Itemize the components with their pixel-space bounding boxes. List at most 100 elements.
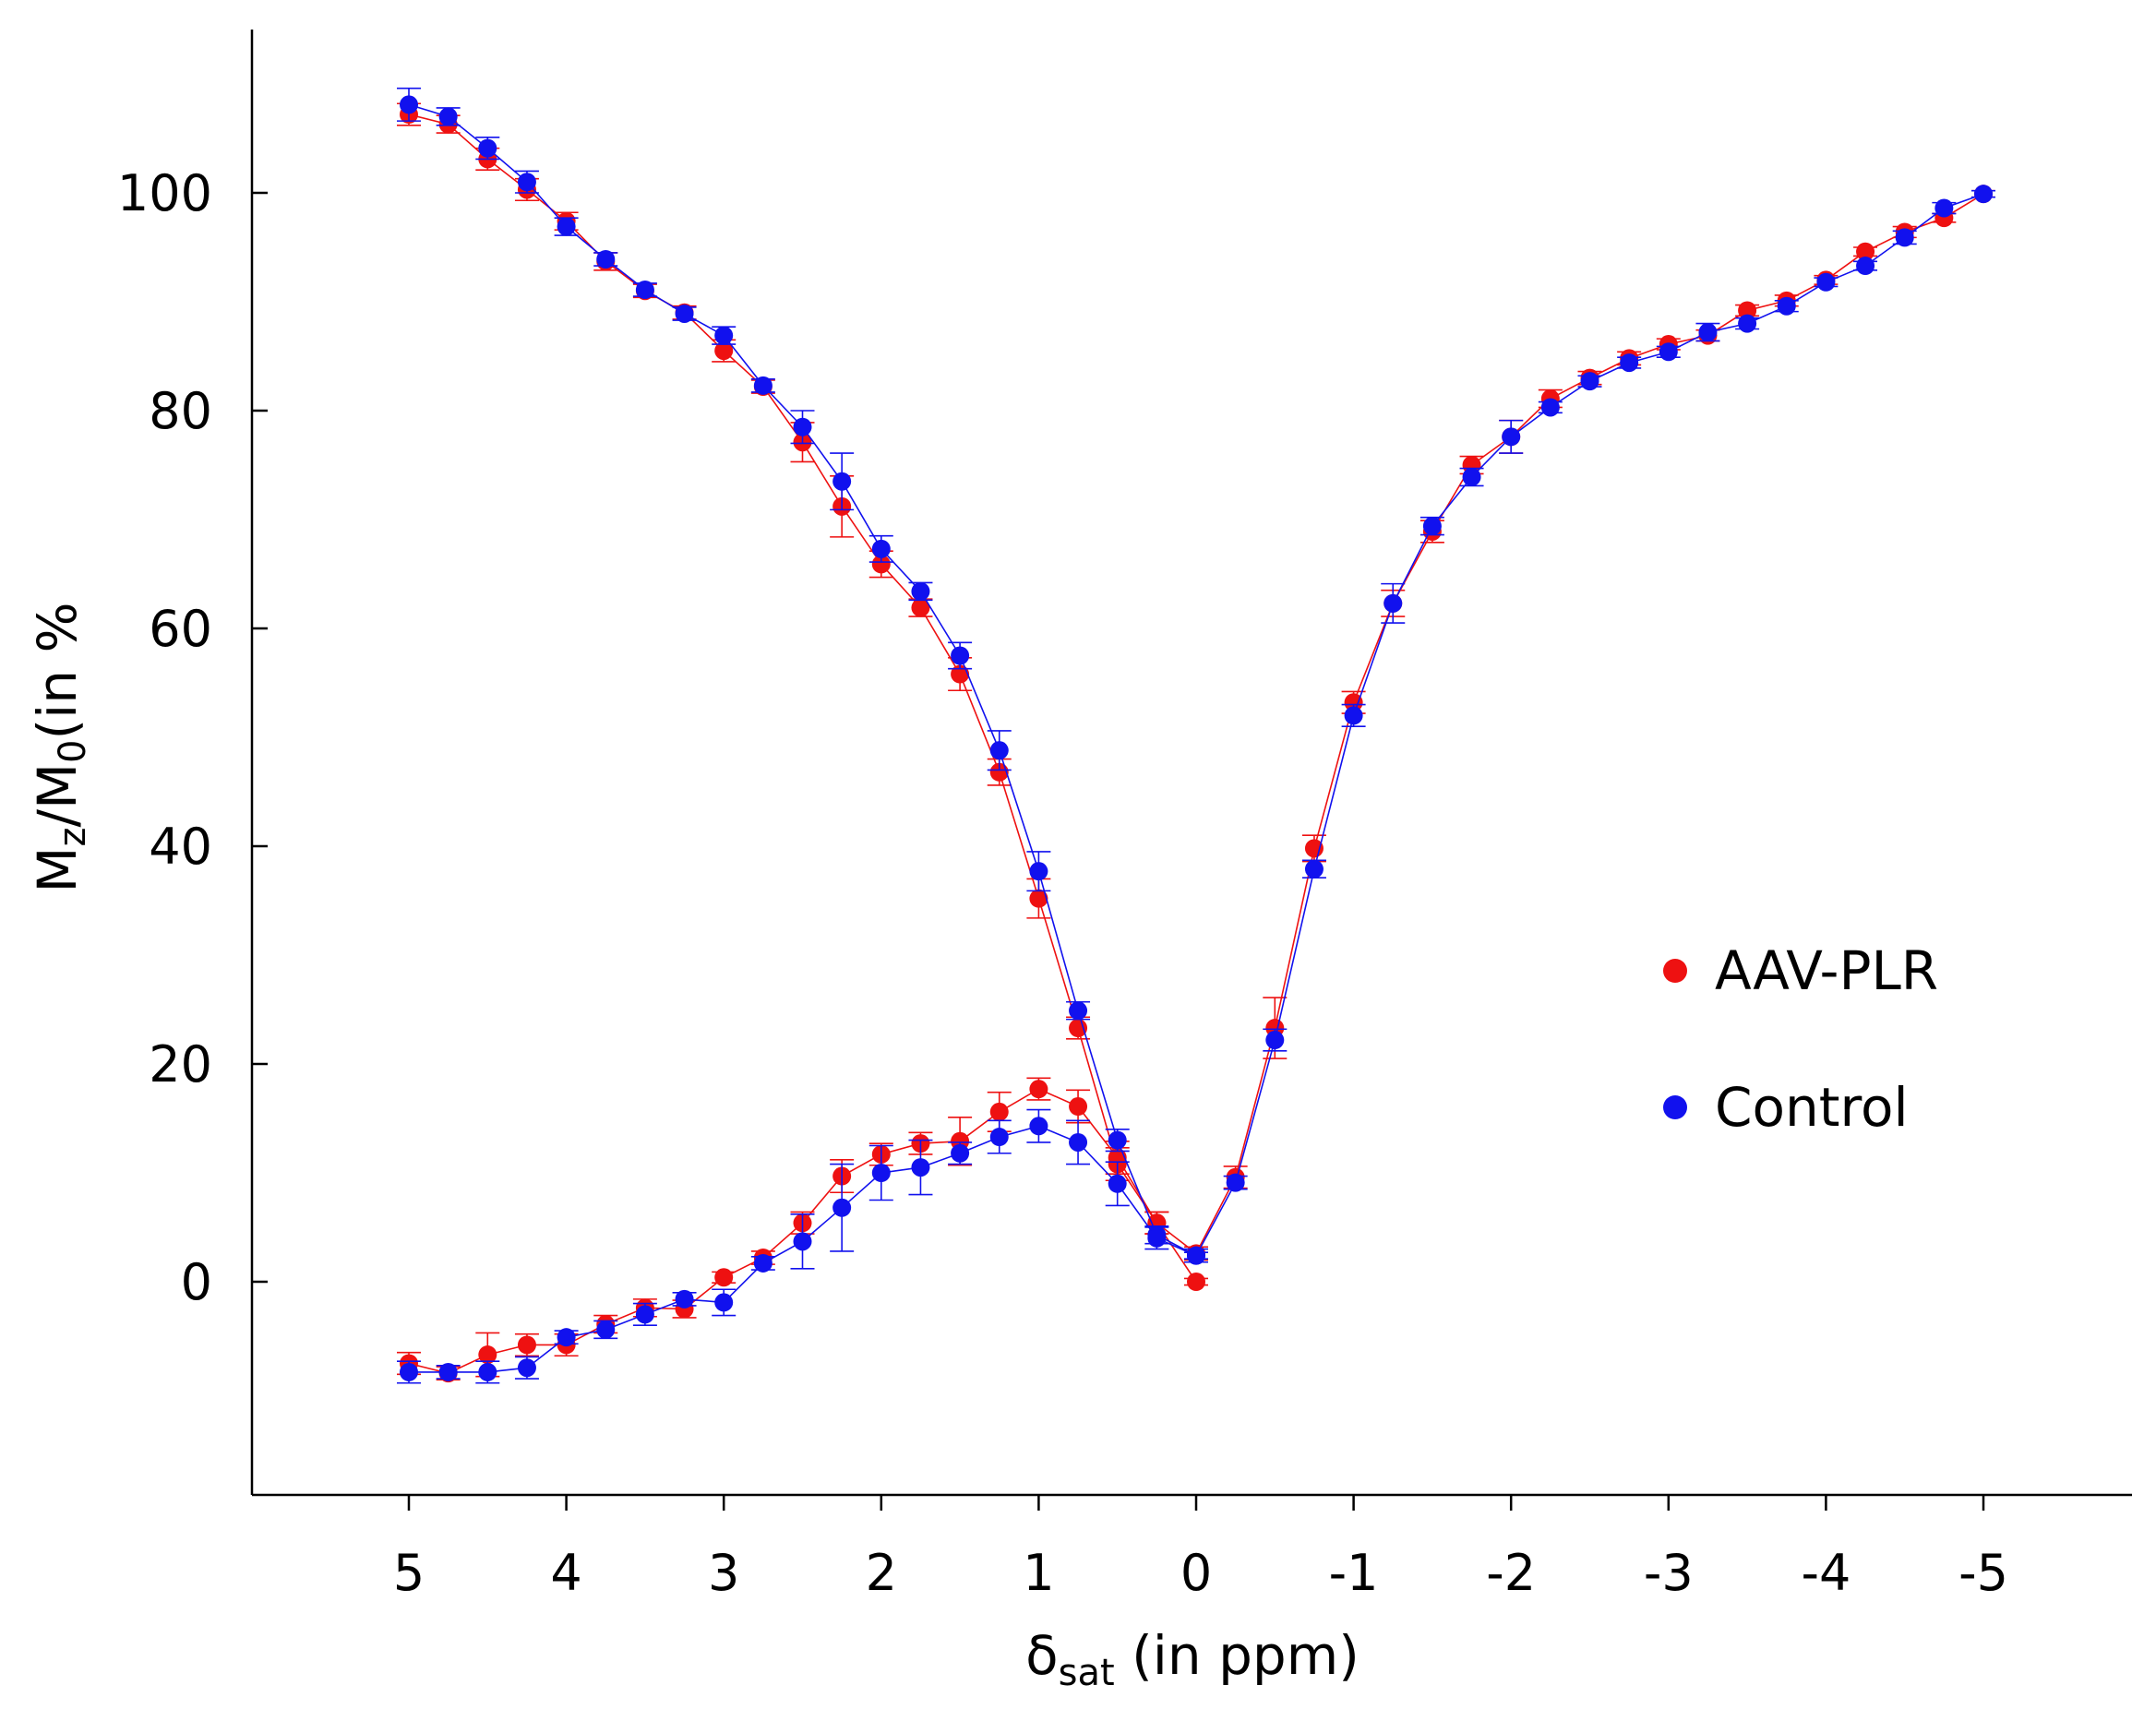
data-point-control-mtr: [832, 1198, 852, 1217]
series-control-mtr: [397, 1108, 1208, 1384]
data-point-control-zspectrum: [1974, 185, 1993, 204]
data-point-control-zspectrum: [1226, 1173, 1245, 1192]
data-point-control-zspectrum: [557, 217, 576, 236]
data-point-control-zspectrum: [517, 173, 536, 192]
x-tick-label: 2: [866, 1544, 897, 1602]
data-point-control-zspectrum: [478, 138, 497, 158]
x-axis-title-base: δ: [1025, 1624, 1059, 1687]
data-point-control-zspectrum: [989, 741, 1009, 760]
y-tick-label: 60: [149, 600, 212, 658]
data-point-control-mtr: [951, 1143, 970, 1163]
data-point-control-mtr: [675, 1289, 694, 1309]
data-point-control-mtr: [1069, 1132, 1088, 1152]
data-point-aav-plr-mtr: [1187, 1273, 1205, 1291]
data-point-aav-plr-zspectrum: [1344, 693, 1363, 712]
data-point-control-mtr: [438, 1362, 458, 1381]
data-point-control-zspectrum: [400, 95, 418, 114]
x-tick-label: -2: [1486, 1544, 1536, 1602]
x-tick-label: 1: [1023, 1544, 1054, 1602]
data-point-aav-plr-mtr: [1069, 1097, 1088, 1117]
data-point-control-zspectrum: [1108, 1130, 1127, 1150]
data-point-control-mtr: [400, 1362, 418, 1381]
x-axis-title: δsat (in ppm): [1025, 1624, 1359, 1694]
x-tick-label: 5: [393, 1544, 425, 1602]
data-point-aav-plr-mtr: [1029, 1080, 1048, 1099]
data-point-control-zspectrum: [1659, 342, 1678, 362]
y-tick-label: 20: [149, 1035, 212, 1094]
data-point-aav-plr-zspectrum: [714, 341, 734, 361]
data-point-control-mtr: [478, 1362, 497, 1381]
y-tick-label: 80: [149, 382, 212, 440]
y-axis-title-sub2: 0: [52, 739, 94, 762]
y-tick-label: 40: [149, 818, 212, 876]
y-tick-label: 0: [181, 1253, 212, 1311]
data-point-control-zspectrum: [871, 539, 891, 558]
data-point-control-mtr: [635, 1305, 654, 1324]
data-point-control-zspectrum: [596, 249, 616, 269]
data-point-control-zspectrum: [1265, 1031, 1285, 1050]
data-point-control-zspectrum: [1620, 353, 1639, 373]
y-tick-label: 100: [117, 164, 212, 222]
data-point-control-zspectrum: [675, 304, 694, 323]
x-tick-label: -3: [1644, 1544, 1694, 1602]
data-point-control-zspectrum: [1856, 257, 1875, 276]
legend: AAV-PLR Control: [1663, 939, 1938, 1139]
data-point-control-zspectrum: [1580, 372, 1599, 391]
data-point-aav-plr-zspectrum: [951, 664, 970, 684]
data-point-control-mtr: [871, 1164, 891, 1182]
data-point-control-mtr: [1029, 1117, 1048, 1136]
data-point-control-mtr: [793, 1232, 812, 1251]
data-point-aav-plr-mtr: [989, 1102, 1009, 1121]
data-point-control-zspectrum: [951, 646, 970, 665]
data-point-aav-plr-zspectrum: [911, 598, 930, 617]
data-point-aav-plr-zspectrum: [871, 555, 891, 574]
data-point-control-zspectrum: [1069, 1001, 1088, 1021]
x-tick-label: -4: [1801, 1544, 1851, 1602]
data-point-control-zspectrum: [1383, 593, 1403, 613]
data-point-control-zspectrum: [1422, 517, 1442, 536]
data-point-aav-plr-zspectrum: [989, 762, 1009, 782]
data-point-control-zspectrum: [1934, 198, 1954, 218]
data-point-aav-plr-zspectrum: [1029, 889, 1048, 908]
data-point-aav-plr-mtr: [478, 1345, 497, 1365]
data-point-control-mtr: [1187, 1246, 1205, 1265]
data-point-control-zspectrum: [1895, 228, 1914, 247]
data-point-control-zspectrum: [714, 326, 734, 345]
data-point-control-mtr: [1108, 1174, 1127, 1193]
x-tick-label: -1: [1329, 1544, 1379, 1602]
y-ticks: 0 20 40 60 80 100: [117, 164, 268, 1311]
data-point-control-zspectrum: [438, 107, 458, 126]
legend-label-aav-plr: AAV-PLR: [1715, 939, 1938, 1002]
x-tick-label: 3: [708, 1544, 739, 1602]
data-point-control-zspectrum: [1816, 272, 1836, 292]
data-point-control-mtr: [911, 1158, 930, 1177]
data-point-control-zspectrum: [635, 281, 654, 300]
x-tick-label: 4: [550, 1544, 581, 1602]
legend-marker-aav-plr: [1663, 959, 1687, 983]
data-point-control-zspectrum: [1698, 323, 1718, 342]
data-point-control-mtr: [557, 1328, 576, 1347]
data-point-control-zspectrum: [911, 581, 930, 601]
data-point-aav-plr-mtr: [517, 1335, 536, 1355]
y-axis-title-sep: /M: [26, 763, 89, 828]
x-ticks: 5 4 3 2 1 0 -1 -2 -3 -4 -5: [393, 1495, 2008, 1602]
data-point-aav-plr-zspectrum: [1738, 301, 1757, 320]
x-axis-title-sub: sat: [1059, 1652, 1115, 1694]
y-axis-title-base1: M: [26, 847, 89, 893]
y-axis-title: Mz/M0(in %: [26, 602, 94, 892]
data-point-control-mtr: [517, 1358, 536, 1378]
data-point-control-zspectrum: [753, 376, 773, 395]
data-point-control-mtr: [753, 1253, 773, 1273]
x-axis-title-tail: (in ppm): [1115, 1624, 1359, 1687]
data-point-aav-plr-zspectrum: [1856, 242, 1875, 261]
data-point-control-mtr: [596, 1320, 616, 1339]
data-point-control-zspectrum: [1304, 859, 1324, 878]
x-tick-label: -5: [1958, 1544, 2008, 1602]
data-point-control-zspectrum: [1029, 862, 1048, 881]
data-point-control-zspectrum: [793, 417, 812, 436]
y-axis-title-sub1: z: [52, 828, 94, 847]
legend-label-control: Control: [1715, 1076, 1909, 1139]
series-layer: [397, 87, 1995, 1384]
